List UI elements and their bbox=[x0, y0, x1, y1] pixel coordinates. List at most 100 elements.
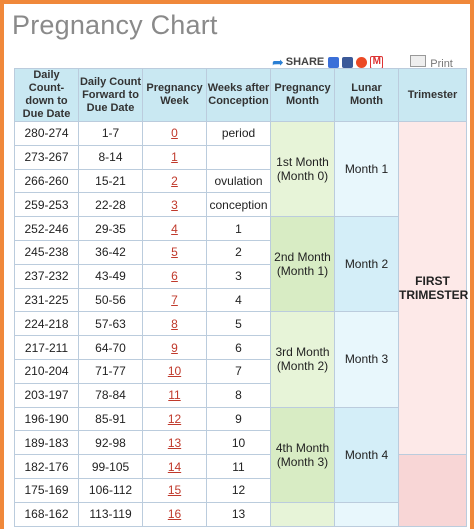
pregnancy-month-cell: 3rd Month (Month 2) bbox=[270, 311, 335, 408]
table-row: 189-183 92-98 13 10 bbox=[14, 430, 467, 456]
pregnancy-week-cell[interactable]: 13 bbox=[142, 430, 207, 456]
pregnancy-month-sub: (Month 1) bbox=[276, 264, 329, 279]
share-arrow-icon[interactable]: ➦ bbox=[272, 53, 284, 70]
pregnancy-week-cell[interactable]: 3 bbox=[142, 192, 207, 218]
print-icon bbox=[410, 54, 427, 67]
pregnancy-week-cell[interactable]: 16 bbox=[142, 501, 207, 527]
pregnancy-week-cell[interactable]: 8 bbox=[142, 311, 207, 337]
table-row: 175-169 106-112 15 12 bbox=[14, 477, 467, 503]
table-row: 168-162 113-119 16 13 bbox=[14, 501, 467, 527]
pregnancy-week-link[interactable]: 9 bbox=[171, 340, 178, 355]
countdown-cell: 280-274 bbox=[14, 121, 79, 146]
countdown-cell: 182-176 bbox=[14, 454, 79, 479]
pregnancy-week-cell[interactable]: 15 bbox=[142, 477, 207, 503]
pregnancy-week-cell[interactable]: 0 bbox=[142, 121, 207, 146]
pregnancy-week-cell[interactable]: 14 bbox=[142, 454, 207, 479]
header-pregnancy-week: Pregnancy Week bbox=[142, 68, 207, 122]
share-button[interactable]: SHARE bbox=[285, 56, 325, 68]
table-header-row: Daily Count-down to Due Date Daily Count… bbox=[14, 68, 467, 122]
table-row: 237-232 43-49 6 3 bbox=[14, 263, 467, 289]
pregnancy-week-link[interactable]: 5 bbox=[171, 245, 178, 260]
pregnancy-month-sub: (Month 3) bbox=[276, 454, 329, 469]
table-body: 280-274 1-7 0 period 1st Month (Month 0) Month… bbox=[14, 120, 468, 527]
header-countdown: Daily Count-down to Due Date bbox=[14, 68, 79, 122]
second-trimester-cell bbox=[398, 454, 467, 527]
table-row: 224-218 57-63 8 5 3rd Month (Month 2) Month 3 bbox=[14, 311, 467, 408]
conception-cell: 12 bbox=[206, 477, 271, 503]
facebook-icon[interactable] bbox=[342, 56, 354, 68]
table-row: 231-225 50-56 7 4 bbox=[14, 287, 467, 313]
pregnancy-week-link[interactable]: 3 bbox=[171, 197, 178, 212]
pregnancy-week-cell[interactable]: 2 bbox=[142, 168, 207, 194]
conception-cell: 7 bbox=[206, 358, 271, 384]
forward-cell: 99-105 bbox=[78, 454, 143, 479]
forward-cell: 22-28 bbox=[78, 192, 143, 218]
forward-cell: 36-42 bbox=[78, 239, 143, 265]
lunar-month-cell: Month 1 bbox=[334, 120, 399, 218]
pregnancy-week-link[interactable]: 13 bbox=[167, 435, 182, 450]
countdown-cell: 259-253 bbox=[14, 192, 79, 218]
delicious-icon[interactable] bbox=[328, 56, 340, 68]
pregnancy-month-sub: (Month 2) bbox=[276, 359, 329, 374]
pregnancy-month-label: 1st Month bbox=[276, 155, 329, 170]
conception-cell: 13 bbox=[206, 501, 271, 527]
conception-cell: 4 bbox=[206, 287, 271, 313]
pregnancy-month-cell: 1st Month (Month 0) bbox=[270, 120, 335, 218]
countdown-cell: 210-204 bbox=[14, 358, 79, 384]
stumbleupon-icon[interactable] bbox=[356, 56, 368, 68]
pregnancy-month-cell: 2nd Month (Month 1) bbox=[270, 216, 335, 313]
table-row: 196-190 85-91 12 9 4th Month (Month 3) Month 4 bbox=[14, 406, 467, 503]
countdown-cell: 196-190 bbox=[14, 406, 79, 432]
forward-cell: 50-56 bbox=[78, 287, 143, 313]
pregnancy-week-link[interactable]: 15 bbox=[167, 483, 182, 498]
pregnancy-week-link[interactable]: 10 bbox=[167, 364, 182, 379]
pregnancy-week-cell[interactable]: 12 bbox=[142, 406, 207, 432]
forward-cell: 57-63 bbox=[78, 311, 143, 337]
pregnancy-week-link[interactable]: 8 bbox=[171, 316, 178, 331]
countdown-cell: 252-246 bbox=[14, 216, 79, 241]
pregnancy-week-cell[interactable]: 1 bbox=[142, 144, 207, 170]
gmail-icon[interactable]: M bbox=[370, 55, 384, 69]
pregnancy-chart-table: Daily Count-down to Due Date Daily Count… bbox=[14, 68, 468, 527]
pregnancy-week-link[interactable]: 11 bbox=[168, 388, 181, 403]
pregnancy-week-cell[interactable]: 11 bbox=[142, 382, 207, 408]
pregnancy-week-cell[interactable]: 10 bbox=[142, 358, 207, 384]
pregnancy-week-link[interactable]: 12 bbox=[167, 411, 182, 426]
forward-cell: 113-119 bbox=[78, 501, 143, 527]
print-button[interactable]: Print bbox=[410, 54, 453, 70]
conception-cell bbox=[206, 144, 271, 170]
conception-cell: ovulation bbox=[206, 168, 271, 194]
pregnancy-week-link[interactable]: 2 bbox=[171, 173, 178, 188]
table-row: 252-246 29-35 4 1 2nd Month (Month 1) Month 2 bbox=[14, 216, 467, 313]
countdown-cell: 245-238 bbox=[14, 239, 79, 265]
pregnancy-week-link[interactable]: 14 bbox=[167, 459, 182, 474]
pregnancy-week-cell[interactable]: 9 bbox=[142, 335, 207, 360]
pregnancy-week-link[interactable]: 0 bbox=[171, 126, 178, 141]
conception-cell: conception bbox=[206, 192, 271, 218]
table-row: 210-204 71-77 10 7 bbox=[14, 358, 467, 384]
header-forward: Daily Count Forward to Due Date bbox=[78, 68, 143, 122]
pregnancy-month-cell: 4th Month (Month 3) bbox=[270, 406, 335, 503]
share-bar: ➦ SHARE M Print bbox=[272, 52, 453, 72]
header-trimester: Trimester bbox=[398, 68, 467, 122]
conception-cell: 5 bbox=[206, 311, 271, 337]
pregnancy-week-cell[interactable]: 7 bbox=[142, 287, 207, 313]
pregnancy-week-link[interactable]: 16 bbox=[167, 507, 182, 522]
pregnancy-week-link[interactable]: 6 bbox=[171, 269, 178, 284]
pregnancy-week-cell[interactable]: 4 bbox=[142, 216, 207, 241]
forward-cell: 92-98 bbox=[78, 430, 143, 456]
countdown-cell: 217-211 bbox=[14, 335, 79, 360]
table-row: 182-176 99-105 14 11 bbox=[14, 454, 467, 527]
forward-cell: 71-77 bbox=[78, 358, 143, 384]
pregnancy-week-link[interactable]: 1 bbox=[171, 150, 178, 165]
lunar-month-cell: Month 3 bbox=[334, 311, 399, 408]
header-lunar-month: Lunar Month bbox=[334, 68, 399, 122]
pregnancy-week-cell[interactable]: 6 bbox=[142, 263, 207, 289]
table-row: 273-267 8-14 1 bbox=[14, 144, 467, 170]
pregnancy-week-link[interactable]: 4 bbox=[171, 221, 178, 236]
table-row: 259-253 22-28 3 conception bbox=[14, 192, 467, 218]
conception-cell: 6 bbox=[206, 335, 271, 360]
pregnancy-week-cell[interactable]: 5 bbox=[142, 239, 207, 265]
forward-cell: 106-112 bbox=[78, 477, 143, 503]
pregnancy-week-link[interactable]: 7 bbox=[171, 292, 178, 307]
